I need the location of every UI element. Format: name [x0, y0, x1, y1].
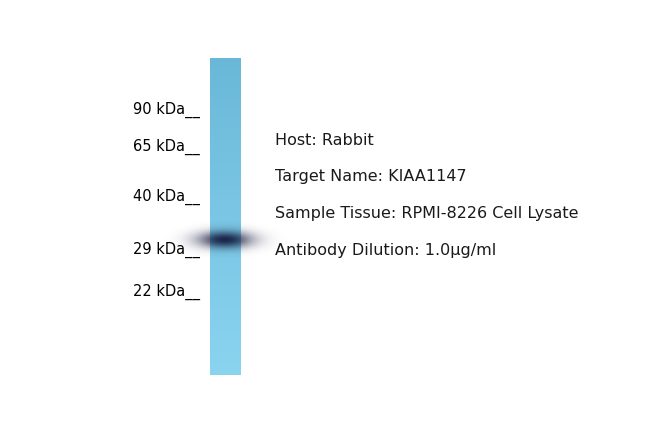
- Text: 65 kDa__: 65 kDa__: [133, 139, 200, 155]
- Text: Antibody Dilution: 1.0μg/ml: Antibody Dilution: 1.0μg/ml: [275, 243, 497, 258]
- Text: 90 kDa__: 90 kDa__: [133, 102, 200, 118]
- Text: Host: Rabbit: Host: Rabbit: [275, 133, 374, 148]
- Text: Sample Tissue: RPMI-8226 Cell Lysate: Sample Tissue: RPMI-8226 Cell Lysate: [275, 206, 578, 221]
- Text: 40 kDa__: 40 kDa__: [133, 189, 200, 205]
- Text: Target Name: KIAA1147: Target Name: KIAA1147: [275, 169, 467, 184]
- Text: 29 kDa__: 29 kDa__: [133, 242, 200, 259]
- Text: 22 kDa__: 22 kDa__: [133, 284, 200, 300]
